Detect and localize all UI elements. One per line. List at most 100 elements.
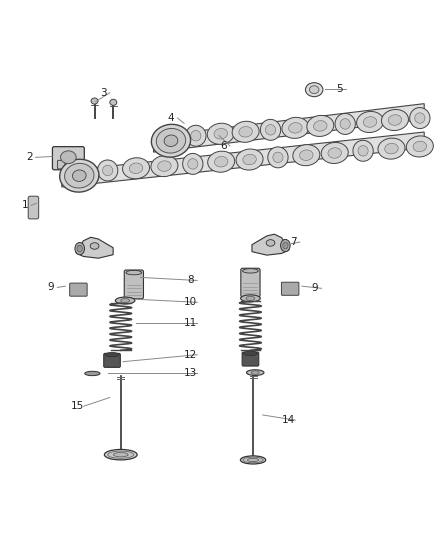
Ellipse shape [273,152,283,163]
Ellipse shape [363,117,377,127]
Ellipse shape [129,163,143,174]
Ellipse shape [406,136,433,157]
Ellipse shape [243,154,256,165]
Ellipse shape [240,456,266,464]
Ellipse shape [410,108,430,128]
Ellipse shape [115,297,135,304]
Ellipse shape [102,165,113,176]
Ellipse shape [385,143,398,154]
Polygon shape [252,234,289,255]
Polygon shape [153,103,424,152]
FancyBboxPatch shape [282,282,299,295]
Ellipse shape [293,144,320,166]
Ellipse shape [214,128,227,139]
Ellipse shape [335,114,355,134]
Text: 15: 15 [71,401,84,411]
Ellipse shape [244,351,258,356]
Ellipse shape [60,159,99,192]
FancyBboxPatch shape [242,352,259,366]
Ellipse shape [158,161,171,171]
Text: 4: 4 [168,113,174,123]
Ellipse shape [266,240,275,246]
Ellipse shape [151,156,178,176]
FancyBboxPatch shape [241,268,260,297]
Text: 10: 10 [184,297,197,308]
Ellipse shape [300,150,313,160]
Ellipse shape [110,99,117,106]
Ellipse shape [247,458,259,462]
Ellipse shape [305,83,323,96]
Ellipse shape [246,296,255,301]
Ellipse shape [72,170,86,181]
Text: 5: 5 [336,84,343,94]
Polygon shape [76,237,113,258]
Ellipse shape [240,295,260,302]
Ellipse shape [207,123,234,144]
Ellipse shape [268,147,288,168]
Ellipse shape [121,298,130,303]
Ellipse shape [77,245,82,252]
FancyBboxPatch shape [104,353,120,367]
Ellipse shape [183,154,203,174]
Ellipse shape [260,119,281,140]
Ellipse shape [188,159,198,169]
Ellipse shape [158,127,184,148]
Ellipse shape [413,141,427,152]
Ellipse shape [388,115,402,125]
Ellipse shape [283,243,288,249]
Text: 7: 7 [290,237,297,247]
Ellipse shape [239,126,252,137]
Ellipse shape [314,120,327,131]
Ellipse shape [98,160,118,181]
Ellipse shape [104,449,137,460]
Ellipse shape [381,109,409,131]
Polygon shape [62,132,424,187]
Ellipse shape [164,132,178,143]
Ellipse shape [243,269,258,273]
Ellipse shape [265,125,276,135]
Text: 1: 1 [21,200,28,211]
Ellipse shape [126,270,142,275]
Ellipse shape [357,111,384,133]
Ellipse shape [328,148,342,158]
Ellipse shape [152,124,191,157]
Ellipse shape [85,372,100,376]
Ellipse shape [91,98,98,104]
Ellipse shape [66,162,93,183]
Text: 9: 9 [48,282,54,293]
Ellipse shape [191,131,201,141]
Ellipse shape [321,142,348,164]
Ellipse shape [236,149,263,170]
Ellipse shape [123,158,149,179]
FancyBboxPatch shape [124,270,144,299]
Text: 6: 6 [220,141,227,151]
Ellipse shape [247,370,264,375]
Ellipse shape [108,451,134,458]
Ellipse shape [75,243,85,255]
Text: 2: 2 [26,152,32,163]
Text: 9: 9 [312,284,318,293]
Ellipse shape [378,138,405,159]
Text: 11: 11 [184,318,197,328]
Text: 12: 12 [184,350,197,360]
Ellipse shape [156,128,186,153]
FancyBboxPatch shape [28,196,39,219]
FancyBboxPatch shape [53,147,84,170]
Ellipse shape [164,135,178,147]
Ellipse shape [64,164,94,188]
Ellipse shape [208,151,235,172]
Ellipse shape [251,371,259,374]
Ellipse shape [73,167,86,178]
FancyBboxPatch shape [78,160,85,169]
Ellipse shape [105,352,119,357]
Ellipse shape [289,123,302,133]
Ellipse shape [353,140,373,161]
Ellipse shape [309,86,319,94]
FancyBboxPatch shape [57,160,65,169]
Ellipse shape [415,113,425,123]
Ellipse shape [307,115,334,136]
Ellipse shape [113,453,128,457]
Text: 8: 8 [187,276,194,286]
Ellipse shape [215,157,228,167]
Ellipse shape [340,119,350,129]
